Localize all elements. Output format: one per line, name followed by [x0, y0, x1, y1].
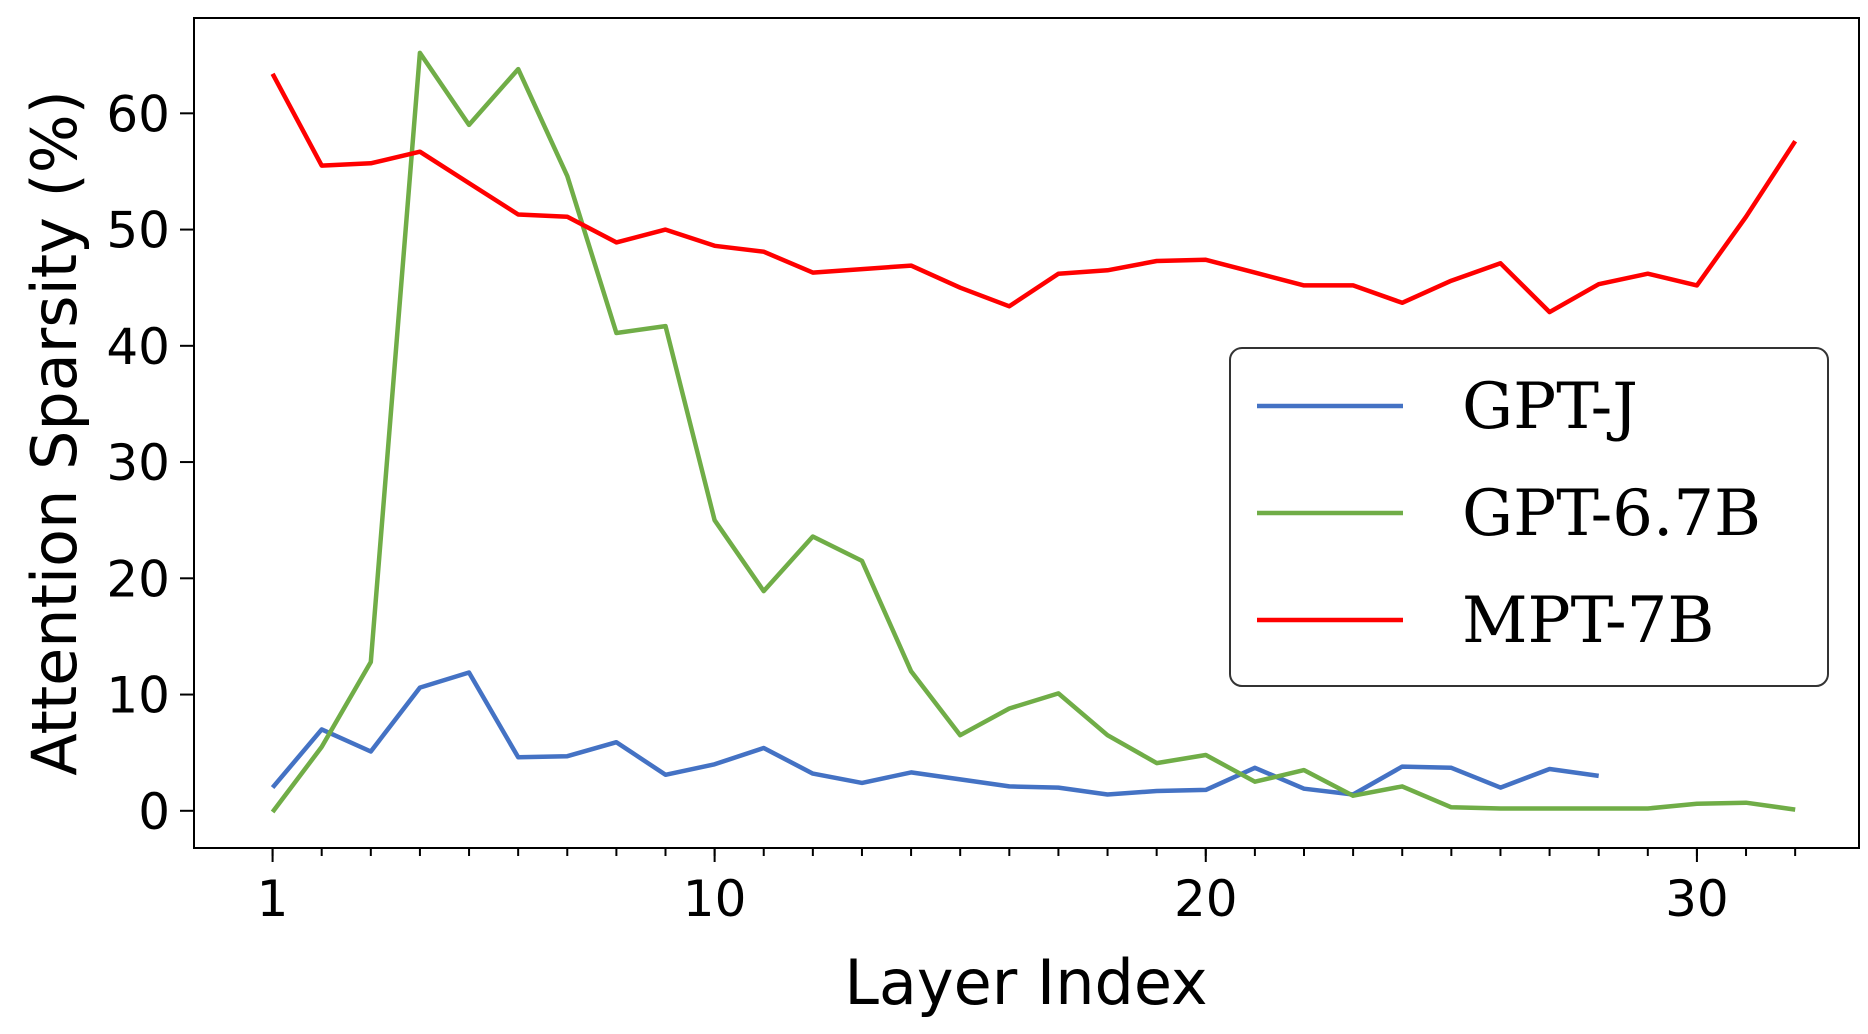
series-lines	[270, 50, 1798, 814]
x-axis-title: Layer Index	[844, 946, 1207, 1019]
y-tick-label: 30	[106, 434, 170, 492]
y-axis-ticks: 0 10 20 30 40 50 60	[106, 85, 194, 841]
series-line-gpt-6.7b	[270, 50, 1796, 814]
x-axis-ticks: 1 10 20 30	[257, 848, 1797, 928]
y-tick-label: 40	[106, 318, 170, 376]
x-tick-label: 10	[683, 870, 747, 928]
legend-label-gpt-j: GPT-J	[1462, 370, 1638, 444]
y-tick-label: 0	[138, 783, 170, 841]
y-tick-label: 20	[106, 550, 170, 608]
y-tick-label: 50	[106, 202, 170, 260]
y-tick-label: 60	[106, 85, 170, 143]
legend-label-gpt-6.7b: GPT-6.7B	[1462, 477, 1761, 551]
y-tick-label: 10	[106, 667, 170, 725]
x-tick-label: 20	[1174, 870, 1238, 928]
legend-label-mpt-7b: MPT-7B	[1462, 584, 1714, 658]
series-line-mpt-7b	[270, 72, 1798, 315]
legend: GPT-J GPT-6.7B MPT-7B	[1229, 347, 1829, 687]
plot-frame	[193, 17, 1860, 849]
legend-box	[1229, 347, 1829, 687]
y-axis-title: Attention Sparsity (%)	[18, 90, 91, 776]
series-line-gpt-j	[270, 670, 1600, 797]
x-tick-label: 1	[257, 870, 289, 928]
x-tick-label: 30	[1665, 870, 1729, 928]
